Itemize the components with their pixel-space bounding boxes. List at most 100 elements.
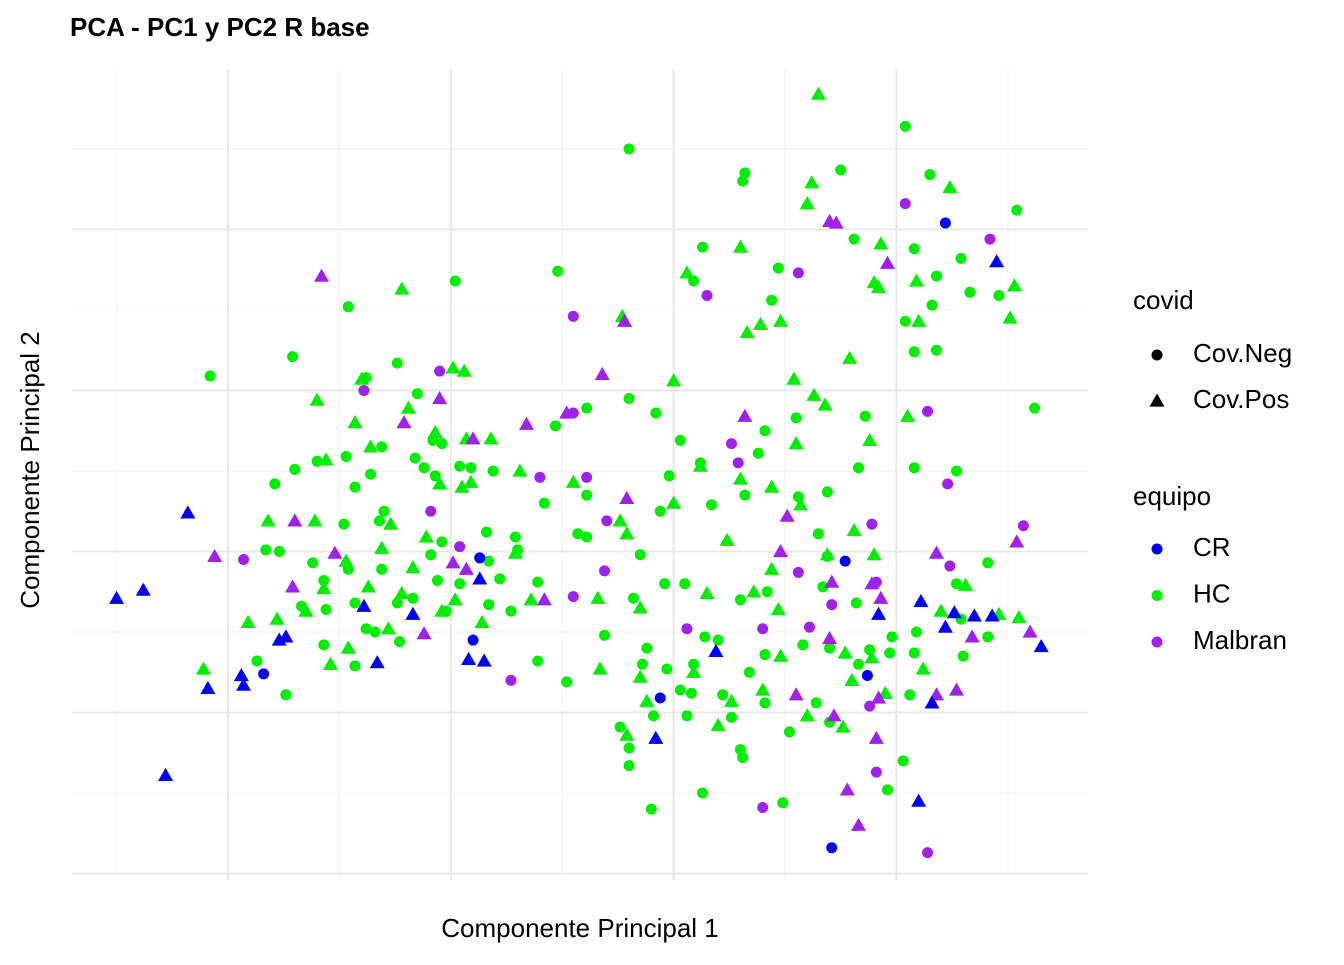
point: [195, 661, 211, 675]
point: [449, 275, 461, 287]
point: [654, 692, 666, 704]
point: [494, 573, 506, 585]
point: [1011, 610, 1027, 624]
point: [534, 471, 546, 483]
point: [873, 590, 889, 604]
point: [788, 436, 804, 450]
legend-key: [1151, 636, 1163, 648]
point: [394, 636, 406, 648]
point: [764, 479, 780, 493]
point: [280, 689, 292, 701]
point: [822, 630, 838, 645]
point: [480, 526, 492, 538]
point: [759, 425, 771, 437]
point: [764, 561, 780, 575]
chart-title: PCA - PC1 y PC2 R base: [70, 12, 370, 42]
point: [454, 479, 470, 493]
point: [806, 387, 822, 401]
point: [400, 400, 416, 414]
point: [456, 363, 472, 377]
point: [942, 180, 958, 194]
point: [688, 658, 700, 670]
point: [240, 614, 256, 628]
point: [982, 557, 994, 569]
point: [376, 441, 388, 453]
point: [799, 708, 815, 722]
legend-key: [1151, 543, 1163, 555]
point: [356, 598, 372, 612]
point: [509, 531, 521, 543]
point: [411, 388, 423, 400]
point: [846, 523, 862, 537]
point: [663, 470, 675, 482]
point: [908, 273, 924, 287]
point: [445, 360, 461, 374]
point: [269, 478, 281, 490]
point: [360, 579, 376, 593]
point: [792, 566, 804, 578]
point: [314, 268, 330, 282]
point: [376, 563, 388, 575]
point: [681, 710, 693, 722]
point: [632, 669, 648, 683]
legend-label: HC: [1193, 578, 1231, 608]
point: [908, 346, 920, 358]
point: [908, 647, 920, 659]
point: [425, 505, 437, 517]
point: [322, 656, 338, 670]
point: [474, 552, 486, 564]
point: [1029, 402, 1041, 414]
point: [719, 532, 735, 546]
point: [233, 667, 249, 682]
point: [773, 648, 789, 662]
point: [933, 603, 949, 617]
point: [318, 639, 330, 651]
point: [476, 653, 492, 667]
point: [552, 265, 564, 277]
point: [463, 474, 479, 488]
point: [472, 571, 488, 585]
point: [487, 465, 499, 477]
point: [378, 505, 390, 517]
point: [951, 465, 963, 477]
point: [786, 371, 802, 385]
point: [519, 416, 535, 430]
point: [363, 439, 379, 453]
point: [461, 651, 477, 666]
point: [445, 555, 461, 569]
point: [949, 682, 965, 696]
point: [697, 241, 709, 253]
point: [648, 710, 660, 722]
point: [779, 508, 795, 522]
point: [627, 592, 639, 604]
point: [425, 549, 437, 561]
point: [804, 175, 820, 189]
point: [429, 470, 441, 482]
point: [708, 643, 724, 657]
point: [732, 239, 748, 253]
point: [839, 555, 851, 567]
point: [922, 405, 934, 417]
point: [803, 621, 815, 633]
point: [409, 452, 421, 464]
point: [790, 412, 802, 424]
point: [1022, 624, 1038, 638]
point: [436, 536, 448, 548]
point: [659, 578, 671, 590]
point: [984, 608, 1000, 622]
point: [788, 687, 804, 701]
point: [599, 629, 611, 641]
point: [1009, 534, 1025, 548]
point: [842, 350, 858, 364]
point: [532, 576, 544, 588]
point: [338, 518, 350, 530]
point: [793, 497, 809, 511]
point: [757, 802, 769, 814]
point: [908, 243, 920, 255]
point: [964, 629, 980, 643]
point: [699, 631, 711, 643]
point: [309, 392, 325, 406]
point: [432, 391, 448, 405]
point: [966, 608, 982, 622]
point: [810, 697, 822, 709]
